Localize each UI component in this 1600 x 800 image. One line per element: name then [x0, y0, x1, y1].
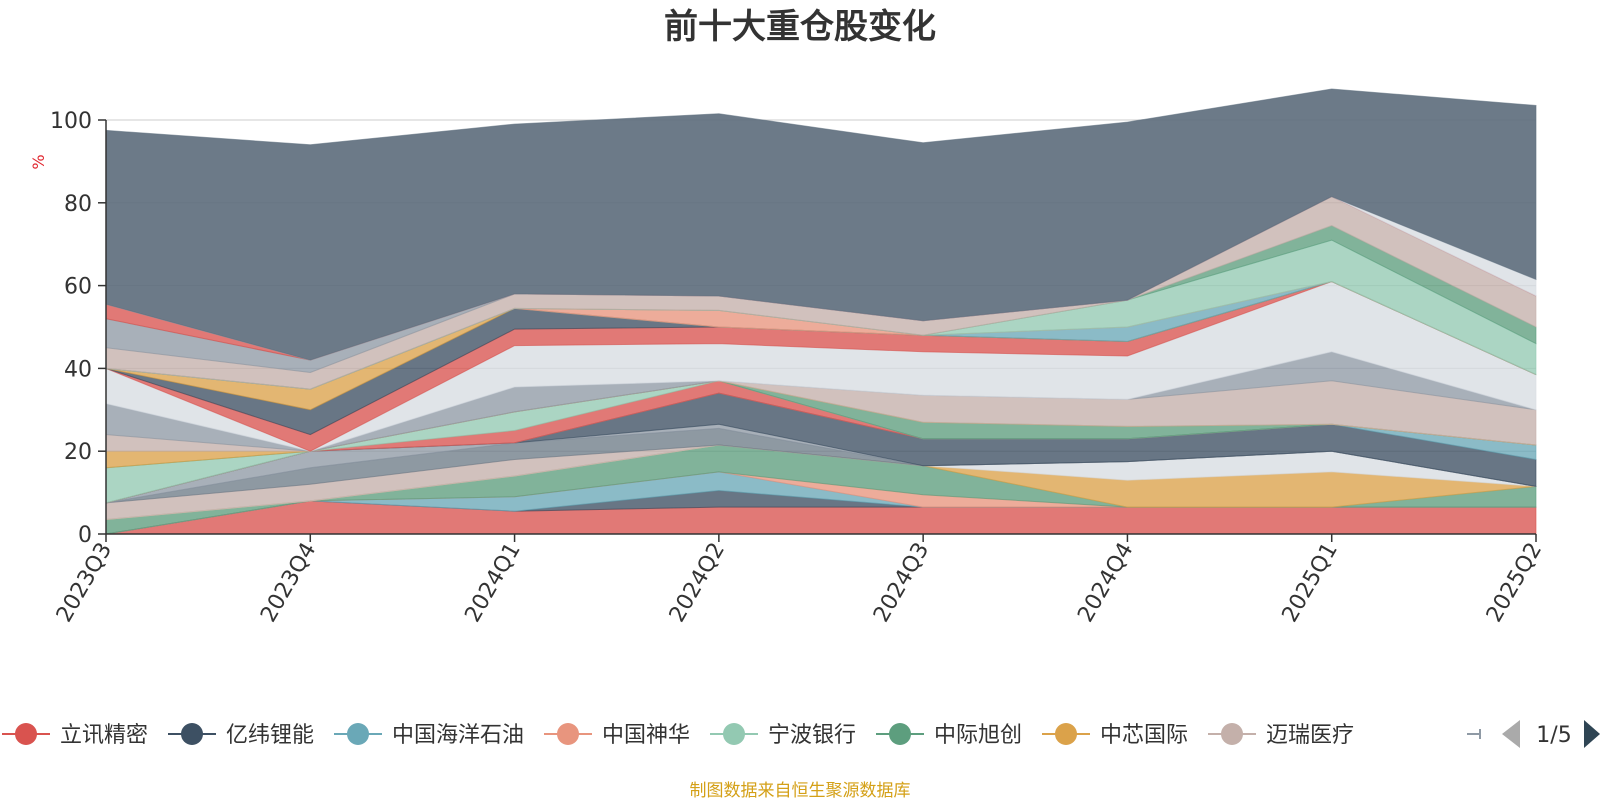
legend-item-8[interactable]: 迈瑞医疗 [1208, 723, 1354, 748]
legend-item-2[interactable]: 亿纬锂能 [168, 723, 314, 748]
legend-next-page-icon[interactable] [1584, 720, 1600, 748]
y-tick-label: 100 [50, 109, 92, 134]
legend-label: 宁波银行 [768, 723, 856, 748]
data-source-note: 制图数据来自恒生聚源数据库 [690, 781, 911, 800]
legend-circle-marker [347, 723, 369, 745]
legend-page-indicator: 1/5 [1536, 723, 1571, 748]
legend-circle-marker [1055, 723, 1077, 745]
legend-circle-marker [723, 723, 745, 745]
legend-label: 中际旭创 [934, 723, 1022, 748]
legend-prev-page-icon[interactable] [1502, 720, 1520, 748]
x-tick-label: 2024Q3 [869, 539, 934, 627]
y-tick-label: 20 [64, 440, 92, 465]
x-tick-label: 2025Q2 [1482, 539, 1547, 627]
legend-circle-marker [557, 723, 579, 745]
legend-circle-marker [889, 723, 911, 745]
x-tick-label: 2024Q2 [665, 539, 730, 627]
legend-item-7[interactable]: 中芯国际 [1042, 723, 1188, 748]
y-tick-label: 60 [64, 275, 92, 300]
legend-label: 亿纬锂能 [226, 723, 314, 748]
legend-circle-marker [15, 723, 37, 745]
legend-item-4[interactable]: 中国神华 [544, 723, 690, 748]
x-tick-label: 2025Q1 [1278, 539, 1343, 627]
legend-item-6[interactable]: 中际旭创 [876, 723, 1022, 748]
legend-item-5[interactable]: 宁波银行 [710, 723, 856, 748]
legend-item-1[interactable]: 立讯精密 [2, 723, 148, 748]
legend-circle-marker [1221, 723, 1243, 745]
legend-label: 中芯国际 [1100, 723, 1188, 748]
x-tick-label: 2024Q1 [460, 539, 525, 627]
area-series-group [105, 88, 1537, 535]
x-tick-label: 2023Q4 [256, 539, 321, 627]
y-tick-label: 40 [64, 357, 92, 382]
legend-label: 立讯精密 [60, 723, 148, 748]
legend-label: 迈瑞医疗 [1266, 723, 1354, 748]
y-tick-label: 0 [78, 523, 92, 548]
legend-label: 中国海洋石油 [392, 723, 524, 748]
y-tick-label: 80 [64, 192, 92, 217]
x-tick-label: 2024Q4 [1073, 539, 1138, 627]
chart-title: 前十大重仓股变化 [664, 7, 936, 47]
legend: 立讯精密 亿纬锂能 中国海洋石油 中国神华 宁波银行 中际旭创 中芯国际 迈瑞医疗 1/5 [2, 720, 1600, 748]
y-axis-unit: % [29, 154, 48, 169]
legend-circle-marker [181, 723, 203, 745]
legend-item-3[interactable]: 中国海洋石油 [334, 723, 524, 748]
x-tick-label: 2023Q3 [52, 539, 117, 627]
area-series-30 [105, 88, 1537, 361]
legend-label: 中国神华 [602, 723, 690, 748]
